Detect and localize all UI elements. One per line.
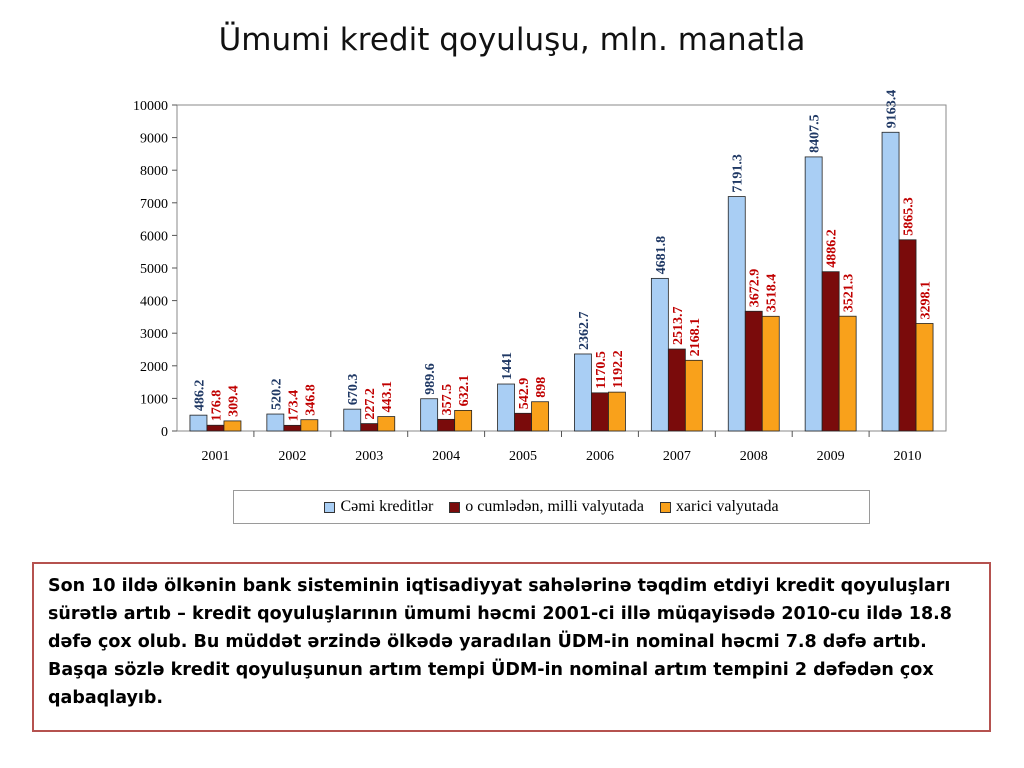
bar [343,408,362,432]
y-tick-label: 6000 [140,229,168,244]
bar [574,353,592,432]
bar [189,414,208,432]
bar [420,398,439,432]
y-tick-label: 7000 [140,197,168,212]
data-label: 542.9 [517,378,532,410]
x-tick-label: 2007 [663,449,691,464]
data-label: 8407.5 [808,114,823,153]
data-label: 4886.2 [825,229,840,268]
bar-chart: 0 1000 2000 3000 4000 5000 6000 7000 8000 9000 100… [133,90,947,464]
x-tick-label: 2005 [509,449,537,464]
legend-item-foreign: xarici valyutada [659,498,779,516]
data-label: 670.3 [346,374,361,406]
data-label: 443.1 [380,381,395,413]
x-tick-label: 2001 [201,449,229,464]
data-label: 1170.5 [594,351,609,389]
data-label: 7191.3 [731,154,746,193]
y-tick-label: 0 [161,425,168,440]
data-label: 2513.7 [671,307,686,346]
y-tick-label: 3000 [140,327,168,342]
x-tick-label: 2006 [586,449,614,464]
data-label: 3672.9 [748,269,763,308]
data-label: 898 [534,377,549,398]
x-tick-label: 2010 [894,449,922,464]
data-label: 989.6 [423,363,438,395]
bar [300,419,319,432]
data-label: 227.2 [363,388,378,420]
bar [283,424,302,432]
bar [915,323,934,432]
legend-item-national: o cumlədən, milli valyutada [449,498,644,516]
bar [898,239,917,432]
y-tick-label: 9000 [140,132,168,147]
bar [206,424,225,432]
data-label: 3521.3 [842,274,857,313]
data-label: 173.4 [286,390,301,422]
x-tick-label: 2008 [740,449,768,464]
data-label: 9163.4 [885,90,900,129]
bar [744,310,763,432]
bar [608,391,626,432]
bar [591,392,609,432]
data-label: 5865.3 [902,197,917,236]
y-tick-label: 1000 [140,392,168,407]
bar [821,271,840,432]
data-label: 2362.7 [577,311,592,350]
y-tick-label: 4000 [140,295,168,310]
legend-swatch-foreign [659,501,671,513]
bar [497,383,515,432]
bar [727,196,746,432]
y-tick-label: 10000 [133,99,168,114]
data-label: 3298.1 [919,281,934,320]
data-label: 309.4 [226,385,241,417]
bar [360,423,379,432]
data-label: 1441 [500,352,515,380]
y-tick-label: 5000 [140,262,168,277]
bar [667,348,686,432]
data-label: 2168.1 [688,318,703,357]
summary-note: Son 10 ildə ölkənin bank sisteminin iqti… [32,562,991,732]
bar [266,413,285,432]
legend-swatch-national [449,501,461,513]
data-label: 176.8 [209,390,224,422]
legend-item-total: Cəmi kreditlər [324,498,433,516]
data-label: 3518.4 [765,274,780,313]
bar [377,416,396,432]
legend-label-foreign: xarici valyutada [675,498,779,515]
chart-legend: Cəmi kreditlər o cumlədən, milli valyuta… [233,490,870,524]
data-label: 357.5 [440,384,455,416]
x-tick-label: 2003 [355,449,383,464]
y-tick-label: 8000 [140,164,168,179]
bar [804,156,823,432]
bar [650,277,669,432]
data-label: 486.2 [192,380,207,412]
x-tick-label: 2002 [278,449,306,464]
bar [437,418,456,432]
bar [223,420,242,432]
data-label: 632.1 [457,375,472,407]
data-label: 4681.8 [654,236,669,275]
bar [531,401,549,432]
bar [454,409,473,432]
data-label: 520.2 [269,379,284,411]
data-label: 1192.2 [611,350,626,388]
legend-label-total: Cəmi kreditlər [340,498,434,515]
bar [881,131,900,432]
chart-title: Ümumi kredit qoyuluşu, mln. manatla [218,22,806,58]
legend-swatch-total [324,501,336,513]
y-tick-label: 2000 [140,360,168,375]
x-tick-label: 2009 [817,449,845,464]
bar [684,359,703,432]
legend-label-national: o cumlədən, milli valyutada [465,498,644,515]
bar [514,412,532,432]
x-tick-label: 2004 [432,449,460,464]
data-label: 346.8 [303,384,318,416]
bar [761,315,780,432]
bar [838,315,857,432]
